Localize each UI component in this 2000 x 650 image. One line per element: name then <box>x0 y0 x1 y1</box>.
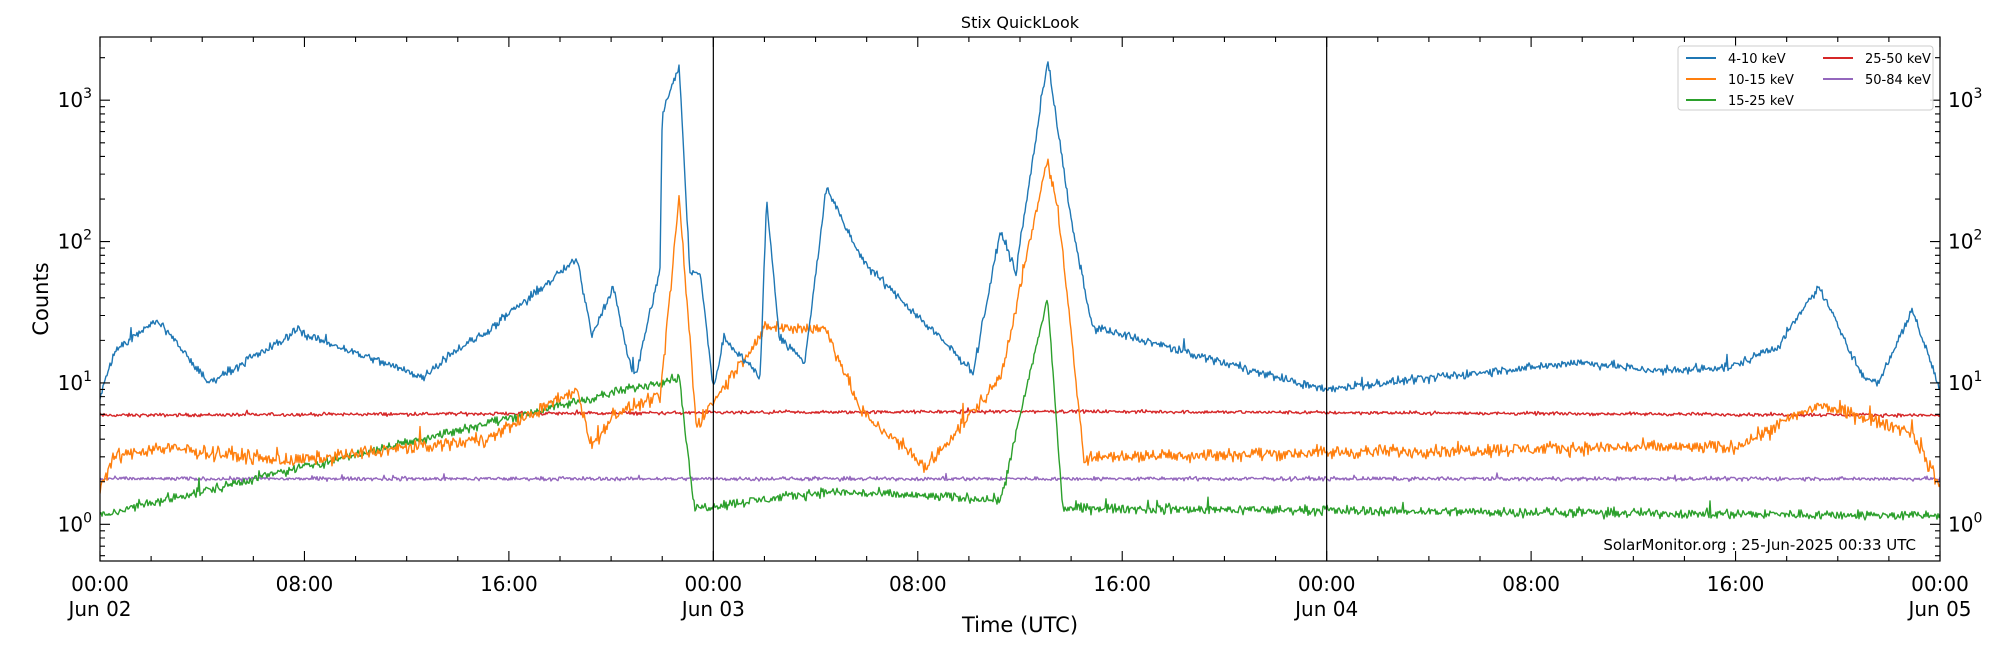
series-line-15-25-kev <box>100 299 1940 521</box>
legend-box <box>1677 45 1934 111</box>
x-tick-label: 08:00 <box>1502 572 1560 596</box>
x-tick-label: 16:00 <box>480 572 538 596</box>
chart-title: Stix QuickLook <box>961 13 1080 32</box>
x-tick-date-label: Jun 03 <box>680 597 745 621</box>
legend-entry: 25-50 keV <box>1865 52 1931 67</box>
y-tick-label-right: 103 <box>1948 86 1982 112</box>
x-tick-label: 08:00 <box>276 572 334 596</box>
legend-entry: 15-25 keV <box>1728 94 1794 109</box>
x-tick-date-label: Jun 04 <box>1293 597 1358 621</box>
y-tick-label-left: 103 <box>58 86 92 112</box>
y-tick-label-right: 102 <box>1948 228 1982 254</box>
series-line-25-50-kev <box>100 407 1940 419</box>
x-tick-date-label: Jun 05 <box>1906 597 1971 621</box>
y-tick-label-left: 102 <box>58 228 92 254</box>
series-line-4-10-kev <box>100 61 1940 400</box>
x-tick-label: 00:00 <box>685 572 743 596</box>
x-tick-label: 16:00 <box>1707 572 1765 596</box>
x-axis-label: Time (UTC) <box>961 613 1078 637</box>
y-tick-label-right: 100 <box>1948 510 1982 536</box>
x-tick-label: 16:00 <box>1093 572 1151 596</box>
y-tick-label-right: 101 <box>1948 369 1982 395</box>
x-tick-label: 00:00 <box>1298 572 1356 596</box>
y-tick-label-left: 100 <box>58 510 92 536</box>
legend-entry: 4-10 keV <box>1728 52 1786 67</box>
legend-entry: 50-84 keV <box>1865 73 1931 88</box>
series-group <box>100 61 1940 521</box>
x-tick-label: 00:00 <box>71 572 129 596</box>
x-tick-label: 00:00 <box>1911 572 1969 596</box>
plot-area <box>100 37 1940 561</box>
y-axis-label: Counts <box>29 262 53 335</box>
legend: 4-10 keV 10-15 keV 15-25 keV 25-50 keV 50-84… <box>1677 45 1934 111</box>
tick-marks <box>99 37 1941 561</box>
x-tick-date-label: Jun 02 <box>66 597 131 621</box>
solarmonitor-annotation: SolarMonitor.org : 25-Jun-2025 00:33 UTC <box>1603 536 1916 554</box>
series-line-50-84-kev <box>100 472 1940 483</box>
x-tick-label: 08:00 <box>889 572 947 596</box>
series-line-10-15-kev <box>100 158 1940 494</box>
y-tick-label-left: 101 <box>58 369 92 395</box>
legend-entry: 10-15 keV <box>1728 73 1794 88</box>
